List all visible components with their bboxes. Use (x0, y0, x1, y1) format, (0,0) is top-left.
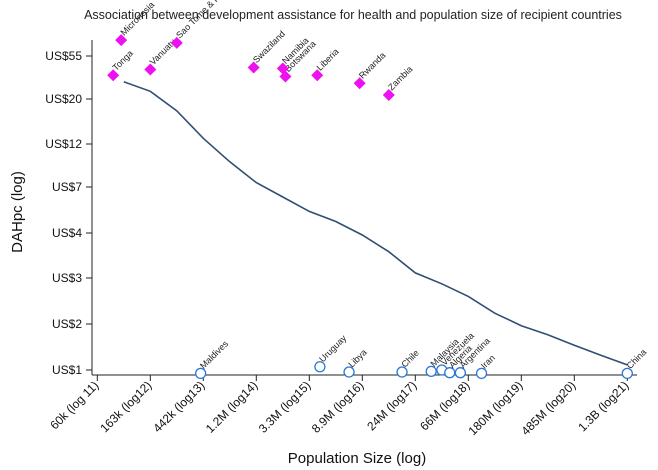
y-tick-label: US$7 (52, 180, 82, 194)
point-rwanda (353, 77, 366, 90)
point-label-tonga: Tonga (111, 48, 135, 72)
point-namibia (276, 62, 289, 75)
point-liberia (311, 69, 324, 82)
fitted-trend-line (123, 81, 628, 366)
point-label-zambia: Zambia (386, 64, 414, 92)
point-china (621, 367, 633, 380)
y-tick-label: US$12 (45, 137, 82, 151)
y-tick-label: US$3 (52, 271, 82, 285)
x-axis-ticks: 60k (log 11)163k (log12)442k (log13)1.2M… (47, 375, 631, 438)
y-tick-label: US$1 (52, 363, 82, 377)
point-maldives (194, 367, 207, 380)
y-tick-label: US$2 (52, 317, 82, 331)
y-tick-label: US$55 (45, 49, 82, 63)
point-libya (343, 366, 355, 378)
point-iran (475, 367, 488, 380)
x-axis-title: Population Size (log) (288, 450, 426, 467)
x-tick-label: 24M (log17) (364, 378, 419, 433)
x-tick-label: 180M (log19) (466, 378, 526, 438)
point-label-liberia: Liberia (315, 46, 341, 72)
point-uruguay (314, 361, 326, 373)
y-axis-title: DAHpc (log) (9, 171, 26, 253)
y-tick-label: US$4 (52, 226, 82, 240)
y-tick-label: US$20 (45, 92, 82, 106)
x-tick-label: 60k (log 11) (47, 378, 101, 432)
x-tick-label: 66M (log18) (417, 378, 472, 433)
x-tick-label: 442k (log13) (150, 378, 207, 435)
x-tick-label: 3.3M (log15) (256, 378, 314, 436)
x-tick-label: 163k (log12) (97, 378, 154, 435)
x-tick-label: 485M (log20) (519, 378, 579, 438)
point-label-uruguay: Uruguay (317, 333, 348, 364)
point-vanuatu (144, 63, 157, 76)
x-tick-label: 1.2M (log14) (203, 378, 261, 436)
point-sao-tome-principe (170, 36, 183, 49)
point-tonga (107, 69, 120, 82)
point-label-china: China (625, 347, 649, 371)
y-axis-ticks: US$1 US$2 US$3 US$4 US$7 US$12 US$20 US$55 (45, 49, 92, 377)
point-micronesia (115, 34, 128, 47)
point-malaysia (425, 365, 437, 377)
chart-title: Association between development assistan… (84, 8, 622, 22)
x-tick-label: 8.9M (log16) (309, 378, 367, 436)
point-label-chile: Chile (399, 348, 421, 370)
x-tick-label: 1.3B (log21) (575, 378, 631, 434)
point-zambia (382, 88, 395, 101)
point-label-rwanda: Rwanda (357, 50, 387, 80)
point-swaziland (247, 61, 260, 74)
point-chile (396, 366, 408, 378)
point-label-maldives: Maldives (198, 338, 231, 371)
point-argentina (454, 367, 467, 379)
point-label-libya: Libya (346, 347, 368, 369)
